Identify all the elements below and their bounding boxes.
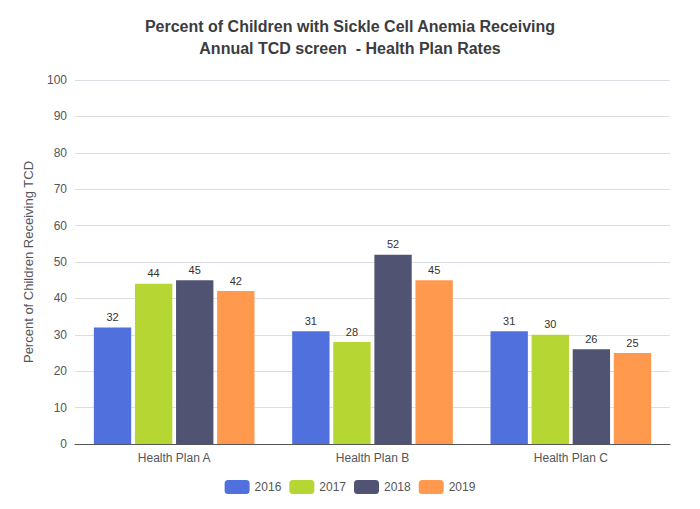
svg-text:Percent of Children Receiving: Percent of Children Receiving TCD	[21, 161, 36, 363]
svg-text:31: 31	[305, 315, 317, 327]
svg-text:28: 28	[346, 326, 358, 338]
svg-text:26: 26	[585, 333, 597, 345]
svg-text:45: 45	[428, 264, 440, 276]
svg-text:20: 20	[54, 364, 68, 378]
svg-text:100: 100	[47, 73, 67, 87]
svg-text:30: 30	[544, 318, 556, 330]
svg-text:2019: 2019	[449, 480, 476, 494]
svg-text:2017: 2017	[319, 480, 346, 494]
svg-text:Percent of Children with Sickl: Percent of Children with Sickle Cell Ane…	[145, 18, 555, 35]
svg-text:25: 25	[626, 337, 638, 349]
svg-text:Health Plan A: Health Plan A	[138, 451, 211, 465]
svg-text:70: 70	[54, 182, 68, 196]
svg-text:52: 52	[387, 238, 399, 250]
svg-text:Annual TCD screen - Health Pl: Annual TCD screen - Health Plan Rates	[199, 40, 501, 57]
svg-text:90: 90	[54, 109, 68, 123]
svg-text:45: 45	[189, 264, 201, 276]
svg-text:30: 30	[54, 328, 68, 342]
svg-text:80: 80	[54, 146, 68, 160]
svg-text:0: 0	[60, 437, 67, 451]
svg-text:2016: 2016	[255, 480, 282, 494]
svg-text:60: 60	[54, 219, 68, 233]
svg-text:10: 10	[54, 401, 68, 415]
svg-text:44: 44	[147, 267, 159, 279]
svg-text:42: 42	[230, 275, 242, 287]
svg-text:50: 50	[54, 255, 68, 269]
svg-text:2018: 2018	[384, 480, 411, 494]
svg-text:32: 32	[106, 311, 118, 323]
svg-text:Health Plan B: Health Plan B	[336, 451, 409, 465]
svg-text:40: 40	[54, 291, 68, 305]
svg-text:Health Plan C: Health Plan C	[534, 451, 608, 465]
svg-text:31: 31	[503, 315, 515, 327]
